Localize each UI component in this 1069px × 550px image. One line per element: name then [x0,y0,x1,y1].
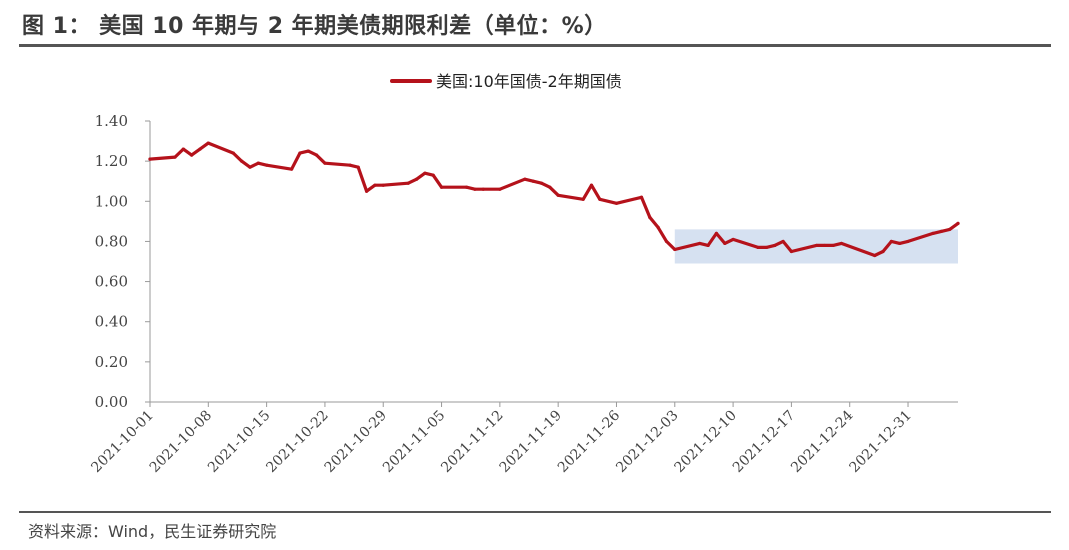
data-point [906,239,910,244]
data-point [498,187,502,191]
data-point [881,249,885,254]
data-point [406,181,410,185]
data-point [589,183,594,187]
data-point [256,161,260,165]
data-point [290,167,294,171]
y-tick-label: 0.00 [95,393,128,411]
y-tick-label: 0.20 [95,353,128,371]
data-point [531,179,535,183]
line-chart: 0.000.200.400.600.801.001.201.402021-10-… [88,72,960,476]
y-tick-label: 1.40 [95,112,128,130]
y-tick-label: 0.60 [95,273,128,291]
data-point [190,153,194,157]
data-point [723,241,727,246]
source-note: 资料来源：Wind，民生证券研究院 [28,522,277,541]
data-point [931,231,935,235]
data-point [889,239,893,244]
data-point [240,159,244,163]
data-point [698,241,702,246]
data-point [523,177,527,181]
data-point [431,173,435,177]
data-point [248,165,252,169]
data-point [948,227,952,231]
data-point [323,161,327,165]
data-point [773,243,777,248]
data-point [356,165,360,169]
title-divider [19,44,1051,47]
data-point [556,193,560,197]
data-point [831,243,835,248]
data-point [706,243,710,248]
figure-title-bar: 图 1： 美国 10 年期与 2 年期美债期限利差（单位：%） [0,0,1069,47]
data-point [939,229,943,233]
data-point [823,243,827,248]
data-point [639,195,644,199]
data-point [348,163,352,167]
data-point [781,239,785,244]
bottom-divider [19,511,1051,513]
data-point [664,239,669,244]
data-point [373,183,377,187]
data-point [439,185,444,189]
data-point [414,177,419,181]
data-point [423,171,427,175]
data-point [731,237,735,242]
data-point [198,147,202,151]
data-point [181,147,185,151]
y-tick-label: 1.00 [95,192,128,210]
y-tick-label: 0.40 [95,313,128,331]
data-point [789,249,794,254]
data-point [473,187,477,191]
data-point [656,225,660,229]
data-point [314,153,319,157]
data-point [956,221,960,225]
data-point [648,215,652,219]
data-point [364,189,369,193]
data-point [714,231,719,235]
data-point [898,241,902,246]
data-point [265,163,269,167]
y-tick-label: 1.20 [95,152,128,170]
data-point [481,187,485,191]
data-point [206,141,210,145]
x-tick-label: 2021-12-31 [846,408,914,476]
legend-label: 美国:10年国债-2年期国债 [436,72,622,91]
figure-title: 图 1： 美国 10 年期与 2 年期美债期限利差（单位：%） [22,14,607,39]
data-point [764,245,769,250]
data-point [148,157,152,161]
data-point [381,183,385,187]
data-point [306,149,310,153]
data-point [814,243,818,248]
data-point [873,253,877,258]
data-point [581,197,585,201]
data-point [614,201,619,205]
data-point [839,241,843,246]
data-point [539,181,544,185]
data-point [548,185,552,189]
data-point [231,151,235,155]
data-point [464,185,469,189]
data-point [756,245,760,250]
y-tick-label: 0.80 [95,232,128,250]
data-point [673,247,677,252]
data-point [598,197,602,201]
data-point [173,155,177,159]
data-point [298,151,302,155]
